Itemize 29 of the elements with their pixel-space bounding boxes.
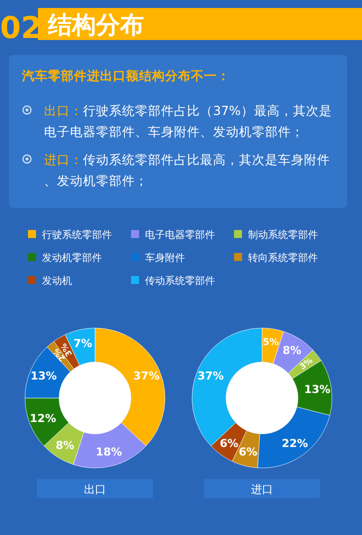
data-label: 6%: [220, 436, 238, 450]
data-label: 13%: [30, 369, 57, 382]
data-label: 8%: [282, 344, 302, 358]
slice-label: 出口: [84, 483, 106, 496]
data-label: 37%: [133, 369, 160, 382]
data-label: 5%: [262, 337, 280, 348]
data-label: 6%: [238, 446, 258, 459]
data-label: 3%: [298, 356, 314, 372]
chart-subtitle: 汽车零部件进出口额结构分布不一：: [21, 68, 230, 83]
slice-label: 进口: [251, 483, 273, 496]
data-label: 22%: [282, 436, 308, 450]
legend-label: 转向系统零部件: [248, 252, 318, 264]
legend-label: 发动机: [42, 275, 72, 287]
text: 进口：传动系统零部件占比最高，其次是车身附件、发动机零部件；: [44, 152, 330, 188]
data-label: 12%: [30, 412, 56, 426]
text: 02: [0, 11, 42, 46]
data-label: 7%: [73, 336, 92, 350]
legend-label: 传动系统零部件: [145, 275, 215, 287]
data-label: 37%: [197, 369, 224, 382]
chart-title: 结构分布: [47, 11, 144, 39]
text: 出口：行驶系统零部件占比（37%）最高，其次是电子电器零部件、车身附件、发动机零部件；: [44, 103, 332, 139]
legend-label: 行驶系统零部件: [42, 229, 112, 241]
legend-label: 制动系统零部件: [248, 229, 318, 241]
legend-label: 电子电器零部件: [145, 229, 215, 241]
legend-label: 车身附件: [145, 252, 185, 264]
data-label: 18%: [96, 446, 122, 459]
legend-label: 发动机零部件: [42, 252, 102, 264]
data-label: 13%: [304, 382, 330, 396]
data-label: 8%: [56, 438, 74, 452]
